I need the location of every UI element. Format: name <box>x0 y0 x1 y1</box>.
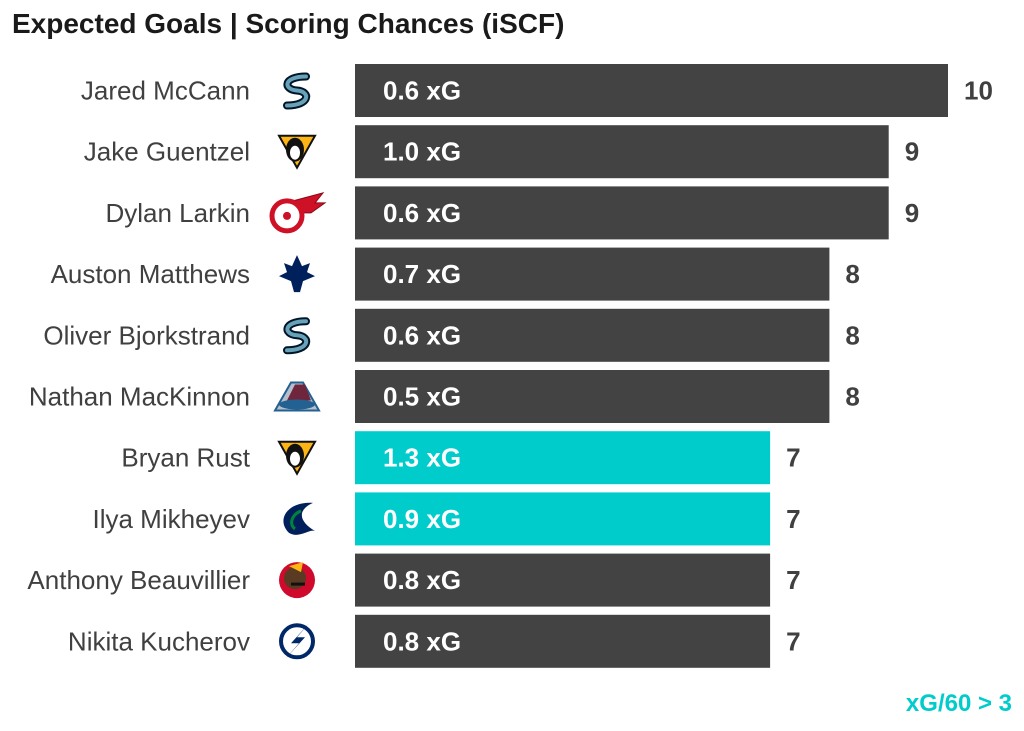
value-label: 9 <box>905 198 919 228</box>
bar <box>355 492 771 546</box>
bar <box>355 308 830 362</box>
bar <box>355 431 771 485</box>
value-label: 9 <box>905 137 919 167</box>
canucks-logo-icon <box>283 502 315 535</box>
value-label: 8 <box>845 320 859 350</box>
bar <box>355 614 771 668</box>
player-label: Nathan MacKinnon <box>29 382 250 412</box>
value-label: 7 <box>786 443 800 473</box>
bar <box>355 370 830 423</box>
kraken-logo-icon <box>283 72 311 110</box>
chart-title: Expected Goals | Scoring Chances (iSCF) <box>12 8 565 39</box>
bar <box>355 125 889 179</box>
player-label: Jared McCann <box>81 76 250 106</box>
bar <box>355 186 889 240</box>
xg-label: 0.6 xG <box>383 320 461 350</box>
value-label: 7 <box>786 504 800 534</box>
penguins-logo-icon <box>277 440 317 476</box>
xg-label: 0.5 xG <box>383 382 461 412</box>
xg-label: 1.0 xG <box>383 137 461 167</box>
value-label: 8 <box>845 259 859 289</box>
xg-label: 0.9 xG <box>383 504 461 534</box>
red-wings-logo-icon <box>269 192 327 234</box>
avalanche-logo-icon <box>273 381 321 412</box>
xg-label: 0.8 xG <box>383 565 461 595</box>
player-label: Nikita Kucherov <box>68 626 250 656</box>
blackhawks-logo-icon <box>279 562 315 599</box>
xg-label: 0.6 xG <box>383 198 461 228</box>
xg-label: 1.3 xG <box>383 443 461 473</box>
player-label: Bryan Rust <box>121 443 250 473</box>
xg-label: 0.7 xG <box>383 259 461 289</box>
player-label: Jake Guentzel <box>84 137 250 167</box>
penguins-logo-icon <box>277 134 317 170</box>
player-label: Anthony Beauvillier <box>27 565 250 595</box>
maple-leafs-logo-icon <box>279 255 315 293</box>
highlight-footnote: xG/60 > 3 <box>905 690 1012 717</box>
value-label: 7 <box>786 565 800 595</box>
player-label: Ilya Mikheyev <box>93 504 251 534</box>
bar <box>355 553 771 607</box>
xg-label: 0.6 xG <box>383 76 461 106</box>
player-label: Oliver Bjorkstrand <box>43 320 250 350</box>
lightning-logo-icon <box>279 623 315 660</box>
kraken-logo-icon <box>283 317 311 355</box>
value-label: 10 <box>964 76 993 106</box>
bar <box>355 247 830 301</box>
bar <box>355 64 948 117</box>
value-label: 8 <box>845 382 859 412</box>
player-label: Auston Matthews <box>51 259 250 289</box>
xg-label: 0.8 xG <box>383 626 461 656</box>
value-label: 7 <box>786 626 800 656</box>
player-label: Dylan Larkin <box>105 198 250 228</box>
